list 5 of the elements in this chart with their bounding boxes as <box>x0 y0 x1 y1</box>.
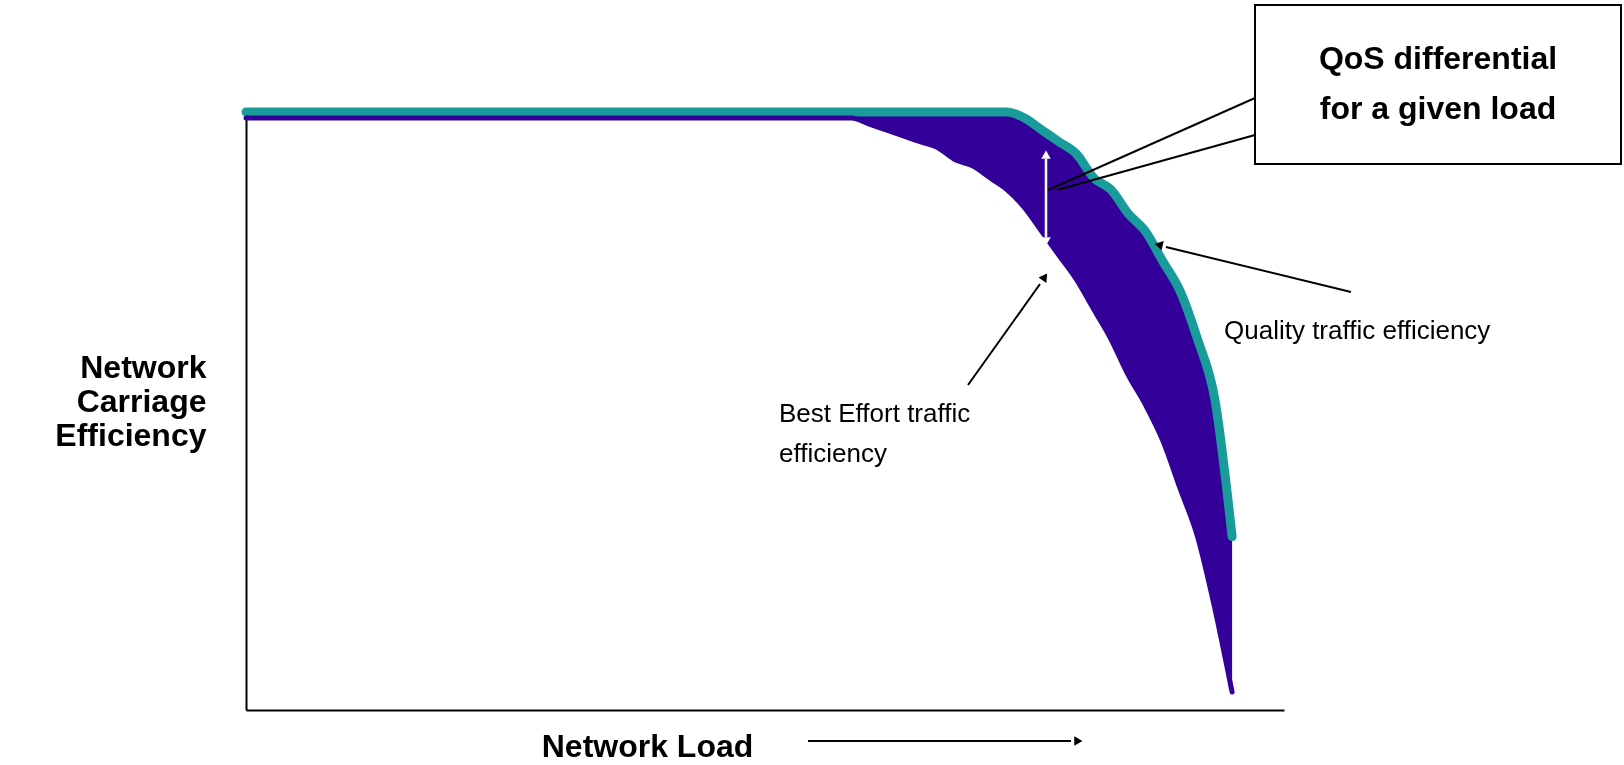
annotation: Quality traffic efficiency <box>1224 315 1491 345</box>
y-axis-title: Network Carriage Efficiency <box>55 348 207 453</box>
text: QoS differential for a given load <box>1318 40 1558 126</box>
x-axis-title: Network Load <box>541 727 754 764</box>
annotation: Best Effort traffic efficiency <box>779 398 971 469</box>
